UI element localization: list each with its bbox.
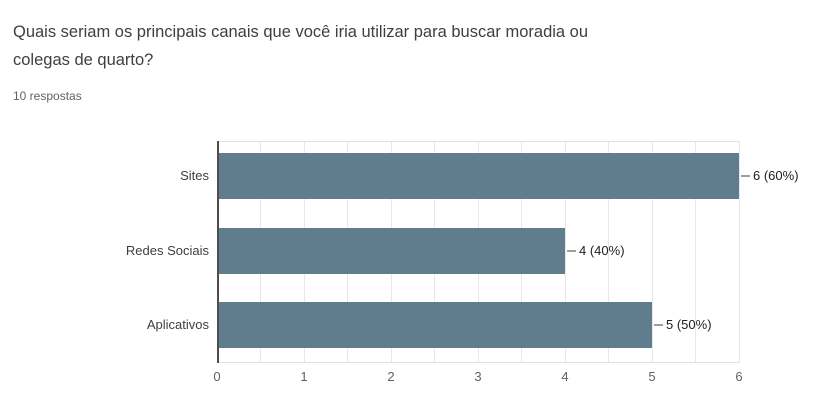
leader-line [654, 324, 663, 326]
value-label: 6 (60%) [753, 168, 799, 183]
chart-gridline [564, 141, 566, 363]
category-label: Redes Sociais [125, 243, 209, 258]
chart-gridline [738, 141, 740, 363]
x-tick-label: 1 [300, 369, 308, 384]
value-label: 4 (40%) [579, 243, 625, 258]
question-title-line1: Quais seriam os principais canais que vo… [13, 23, 589, 41]
x-tick-label: 2 [387, 369, 395, 384]
leader-line [741, 175, 750, 177]
x-tick-label: 5 [648, 369, 656, 384]
plot-top-border [217, 141, 739, 142]
leader-line [567, 250, 576, 252]
category-label: Sites [180, 168, 209, 183]
responses-count: 10 respostas [13, 89, 82, 103]
x-tick-label: 0 [213, 369, 221, 384]
x-tick-label: 4 [561, 369, 569, 384]
question-title: Quais seriam os principais canais que vo… [13, 18, 588, 74]
bar-redes-sociais[interactable] [219, 228, 565, 274]
category-label: Aplicativos [146, 317, 209, 332]
chart-gridline [651, 141, 653, 363]
chart-gridline [608, 141, 609, 363]
bar-sites[interactable] [219, 153, 739, 199]
x-tick-label: 3 [474, 369, 482, 384]
y-axis-line [217, 141, 219, 363]
x-tick-label: 6 [735, 369, 743, 384]
bar-aplicativos[interactable] [219, 302, 652, 348]
question-title-line2: colegas de quarto? [13, 51, 154, 69]
chart-gridline [695, 141, 696, 363]
value-label: 5 (50%) [666, 317, 712, 332]
x-axis-line [217, 362, 740, 363]
